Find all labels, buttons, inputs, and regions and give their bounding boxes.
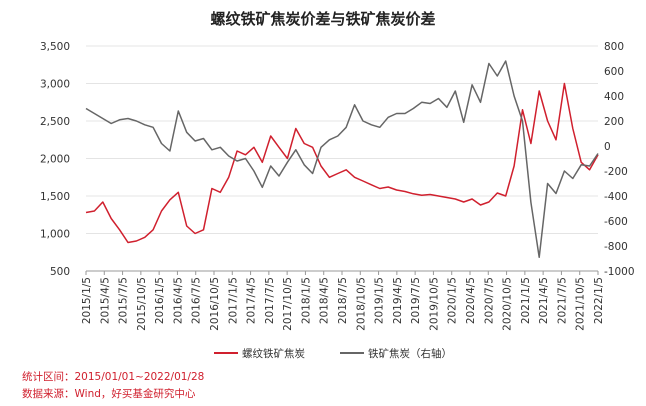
y-left-tick-label: 1,500 bbox=[40, 191, 70, 203]
y-right-tick-label: 600 bbox=[604, 66, 624, 78]
y-right-tick-label: 200 bbox=[604, 116, 624, 128]
x-tick-label: 2017/1/5 bbox=[227, 277, 239, 324]
x-tick-label: 2019/7/5 bbox=[410, 277, 422, 324]
legend-label-iron-ore: 铁矿焦炭（右轴） bbox=[368, 347, 452, 360]
x-tick-label: 2015/10/5 bbox=[136, 277, 148, 331]
y-right-tick-label: -600 bbox=[604, 216, 628, 228]
x-tick-label: 2018/1/5 bbox=[300, 277, 312, 324]
x-tick-label: 2018/4/5 bbox=[319, 277, 331, 324]
y-left-tick-label: 2,000 bbox=[40, 154, 70, 166]
y-left-tick-label: 2,500 bbox=[40, 116, 70, 128]
period-note: 统计区间：2015/01/01~2022/01/28 bbox=[22, 371, 205, 383]
y-left-tick-label: 1,000 bbox=[40, 229, 70, 241]
x-tick-label: 2018/10/5 bbox=[355, 277, 367, 331]
x-tick-label: 2021/10/5 bbox=[575, 277, 587, 331]
x-tick-label: 2016/4/5 bbox=[172, 277, 184, 324]
x-tick-label: 2018/7/5 bbox=[337, 277, 349, 324]
x-tick-label: 2019/10/5 bbox=[428, 277, 440, 331]
x-tick-label: 2017/7/5 bbox=[264, 277, 276, 324]
x-tick-label: 2015/1/5 bbox=[81, 277, 93, 324]
x-tick-label: 2016/7/5 bbox=[191, 277, 203, 324]
x-tick-label: 2019/4/5 bbox=[392, 277, 404, 324]
x-tick-label: 2021/1/5 bbox=[520, 277, 532, 324]
x-tick-label: 2020/1/5 bbox=[447, 277, 459, 324]
x-tick-label: 2015/7/5 bbox=[118, 277, 130, 324]
x-tick-label: 2020/7/5 bbox=[483, 277, 495, 324]
chart-title: 螺纹铁矿焦炭价差与铁矿焦炭价差 bbox=[210, 10, 435, 28]
y-right-tick-label: 0 bbox=[604, 141, 611, 153]
x-tick-label: 2016/10/5 bbox=[209, 277, 221, 331]
y-right-tick-label: -1000 bbox=[604, 266, 635, 278]
x-tick-label: 2017/4/5 bbox=[246, 277, 258, 324]
series-line-iron-ore bbox=[85, 60, 599, 259]
y-right-tick-label: 400 bbox=[604, 91, 624, 103]
series-line-rebar bbox=[85, 82, 599, 244]
y-left-tick-label: 3,000 bbox=[40, 79, 70, 91]
x-tick-label: 2020/4/5 bbox=[465, 277, 477, 324]
x-tick-label: 2016/1/5 bbox=[154, 277, 166, 324]
gridlines bbox=[86, 45, 598, 272]
axes: 500 1,000 1,500 2,000 2,500 3,000 3,500 -1000 -8… bbox=[40, 41, 635, 331]
y-left-tick-label: 500 bbox=[50, 266, 70, 278]
y-left-tick-label: 3,500 bbox=[40, 41, 70, 53]
x-tick-label: 2021/7/5 bbox=[556, 277, 568, 324]
y-right-tick-label: 800 bbox=[604, 41, 624, 53]
series-lines bbox=[85, 60, 599, 259]
x-tick-label: 2020/10/5 bbox=[502, 277, 514, 331]
x-tick-label: 2021/4/5 bbox=[538, 277, 550, 324]
x-tick-label: 2017/10/5 bbox=[282, 277, 294, 331]
source-note: 数据来源：Wind，好买基金研究中心 bbox=[22, 388, 196, 400]
x-tick-label: 2015/4/5 bbox=[99, 277, 111, 324]
y-right-tick-label: -400 bbox=[604, 191, 628, 203]
legend-label-rebar: 螺纹铁矿焦炭 bbox=[242, 347, 305, 360]
x-tick-label: 2022/1/5 bbox=[593, 277, 605, 324]
y-right-tick-label: -200 bbox=[604, 166, 628, 178]
y-right-tick-label: -800 bbox=[604, 241, 628, 253]
x-tick-label: 2019/1/5 bbox=[374, 277, 386, 324]
legend: 螺纹铁矿焦炭 铁矿焦炭（右轴） bbox=[214, 347, 452, 360]
